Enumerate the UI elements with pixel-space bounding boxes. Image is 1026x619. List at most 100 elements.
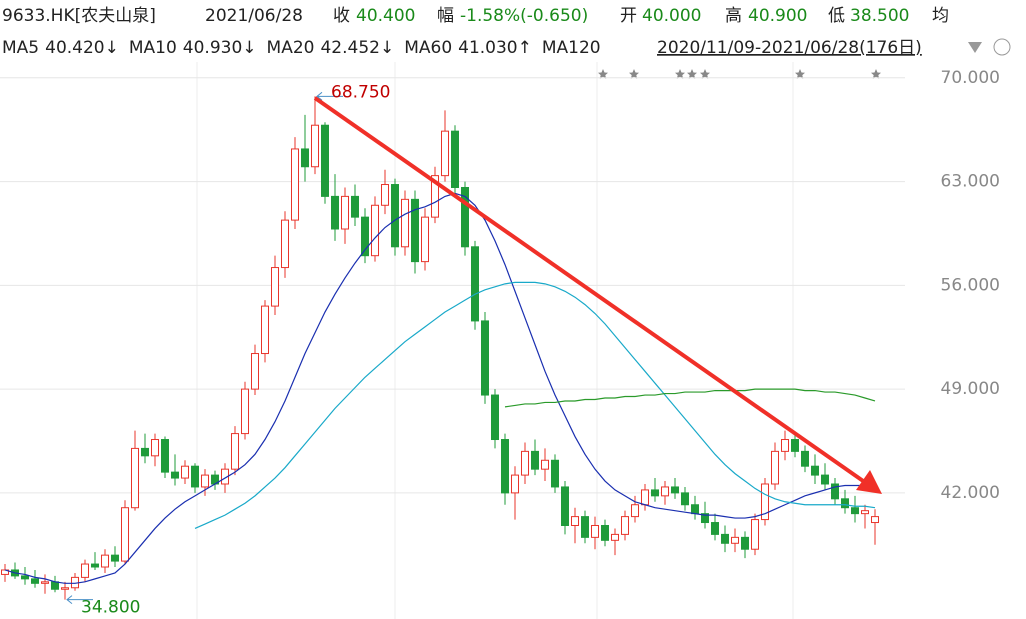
candle-body <box>771 450 779 485</box>
candle-body <box>181 465 189 479</box>
candle-body <box>101 554 109 568</box>
candle-body <box>601 524 609 541</box>
candle-body <box>121 507 129 562</box>
candle-body <box>361 216 369 257</box>
event-stars <box>598 69 881 79</box>
candle-body <box>341 195 349 230</box>
candle-body <box>851 507 859 515</box>
ma-name: MA10 <box>129 38 177 58</box>
candle-body <box>271 267 279 307</box>
y-tick-label: 63.000 <box>941 172 1000 192</box>
candle-body <box>401 198 409 248</box>
ma-name: MA120 <box>542 38 601 58</box>
candle-body <box>241 388 249 435</box>
candle-body <box>21 575 29 580</box>
annotation-label: 34.800 <box>81 598 140 618</box>
ma-line <box>504 388 876 408</box>
y-tick-label: 49.000 <box>941 379 1000 399</box>
candle-body <box>591 524 599 538</box>
ma-value: 42.452↓ <box>320 38 394 58</box>
candle-body <box>391 184 399 248</box>
candle-body <box>51 581 59 590</box>
candle-body <box>701 513 709 524</box>
trend-arrow <box>313 96 868 485</box>
candle-body <box>141 447 149 457</box>
candle-body <box>831 483 839 500</box>
open-label: 开 <box>620 6 637 26</box>
symbol: 9633.HK[农夫山泉] <box>2 6 156 26</box>
candle-body <box>291 148 299 221</box>
dropdown-icon[interactable] <box>968 42 982 53</box>
candle-body <box>321 124 329 197</box>
candle-body <box>681 492 689 506</box>
high: 40.900 <box>748 6 807 26</box>
candle-body <box>251 353 259 390</box>
candle-body <box>811 465 819 476</box>
candle-body <box>421 216 429 263</box>
candle-body <box>761 483 769 521</box>
ma-name: MA5 <box>2 38 39 58</box>
candle-body <box>571 516 579 526</box>
low: 38.500 <box>850 6 909 26</box>
candle-body <box>491 394 499 441</box>
candle-body <box>461 186 469 248</box>
candle-body <box>871 516 879 524</box>
candle-body <box>711 522 719 535</box>
candle-body <box>621 516 629 535</box>
candle-body <box>261 305 269 355</box>
candle-body <box>551 459 559 488</box>
candle-body <box>781 439 789 452</box>
candle-body <box>131 447 139 509</box>
candle-body <box>541 459 549 470</box>
candle-body <box>31 578 39 584</box>
ma-value: 40.930↓ <box>183 38 257 58</box>
candle-body <box>231 433 239 470</box>
annotation-arrow <box>66 595 93 605</box>
candle-body <box>111 554 119 562</box>
candle-body <box>61 587 69 590</box>
help-icon[interactable] <box>993 38 1011 56</box>
date-range[interactable]: 2020/11/09-2021/06/28(176日) <box>657 38 922 58</box>
open: 40.000 <box>642 6 701 26</box>
ma-value: 40.420↓ <box>45 38 119 58</box>
candle-body <box>311 124 319 168</box>
candle-body <box>791 439 799 452</box>
change: -1.58%(-0.650) <box>460 6 588 26</box>
candle-body <box>731 536 739 544</box>
candle-body <box>151 439 159 457</box>
candle-body <box>451 130 459 188</box>
trend-arrow-head <box>856 470 882 494</box>
y-tick-label: 56.000 <box>941 275 1000 295</box>
candle-body <box>331 195 339 230</box>
candle-body <box>581 516 589 538</box>
candle-body <box>861 510 869 515</box>
ma-name: MA20 <box>267 38 315 58</box>
candle-body <box>531 450 539 470</box>
annotation-label: 68.750 <box>331 82 390 102</box>
ma-name: MA60 <box>404 38 452 58</box>
ma-line <box>194 281 876 530</box>
candle-body <box>661 486 669 497</box>
candle-body <box>481 320 489 396</box>
candle-body <box>521 450 529 476</box>
candle-body <box>841 498 849 509</box>
candle-body <box>691 504 699 515</box>
candle-body <box>91 563 99 568</box>
high-label: 高 <box>725 6 742 26</box>
candle-body <box>741 536 749 550</box>
candle-body <box>751 519 759 550</box>
candle-body <box>501 439 509 494</box>
candle-body <box>561 486 569 526</box>
candle-body <box>301 148 309 168</box>
close-label: 收 <box>333 6 350 26</box>
close: 40.400 <box>356 6 415 26</box>
candle-body <box>201 474 209 488</box>
candle-body <box>161 439 169 473</box>
date: 2021/06/28 <box>205 6 303 26</box>
candle-body <box>191 465 199 488</box>
change-label: 幅 <box>437 6 454 26</box>
candle-body <box>81 563 89 578</box>
candle-body <box>431 175 439 218</box>
